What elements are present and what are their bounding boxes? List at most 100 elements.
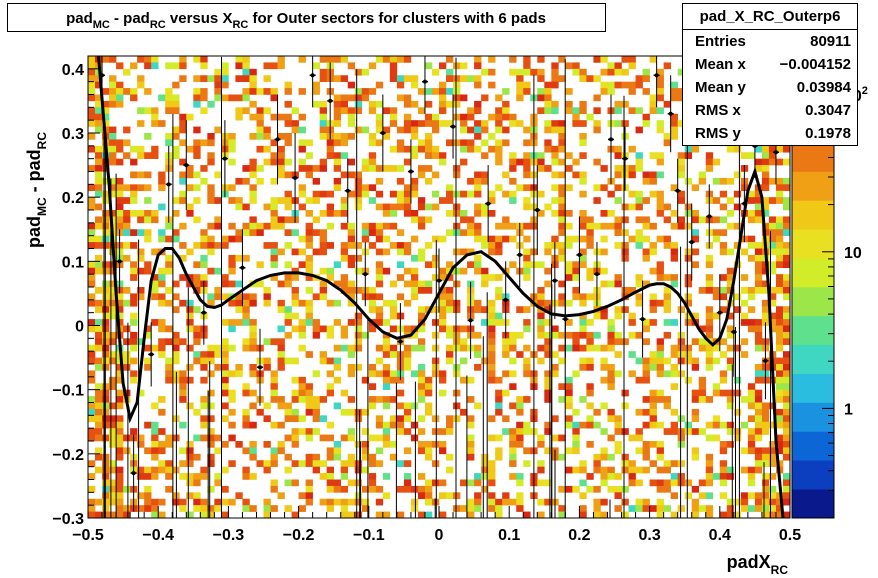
heatmap-cell [516,158,524,166]
heatmap-cell [396,421,405,429]
heatmap-cell [523,357,531,365]
heatmap-cell [410,126,419,134]
heatmap-cell [614,62,622,70]
heatmap-cell [649,351,657,358]
heatmap-cell [312,453,320,461]
heatmap-cell [263,415,271,423]
heatmap-cell [523,396,531,403]
heatmap-cell [109,498,117,506]
heatmap-cell [474,203,482,211]
heatmap-cell [396,293,405,301]
heatmap-cell [389,62,398,70]
heatmap-cell [424,177,433,185]
heatmap-cell [193,94,201,102]
heatmap-cell [403,190,412,198]
heatmap-cell [509,460,517,467]
heatmap-cell [544,383,552,390]
heatmap-cell [726,274,735,281]
heatmap-cell [453,505,461,512]
heatmap-cell [158,184,166,192]
heatmap-cell [109,415,117,423]
heatmap-cell [326,274,334,281]
heatmap-cell [305,319,313,326]
heatmap-cell [88,242,96,249]
heatmap-cell [474,229,482,236]
heatmap-cell [523,325,531,333]
heatmap-cell [368,100,377,108]
heatmap-cell [614,370,622,378]
heatmap-cell [354,364,363,371]
heatmap-cell [417,447,426,455]
heatmap-cell [158,120,166,127]
heatmap-cell [495,312,503,320]
heatmap-cell [544,351,552,358]
heatmap-cell [649,505,657,512]
heatmap-cell [305,152,313,159]
heatmap-cell [312,177,320,185]
heatmap-cell [354,203,363,211]
heatmap-cell [509,165,517,172]
heatmap-cell [691,408,700,416]
heatmap-cell [347,344,356,352]
heatmap-cell [754,466,763,474]
heatmap-cell [782,370,791,378]
heatmap-cell [354,460,363,467]
heatmap-cell [642,280,650,288]
heatmap-cell [516,120,524,127]
heatmap-cell [481,120,489,127]
heatmap-cell [481,210,489,217]
heatmap-cell [417,485,426,493]
heatmap-cell [572,120,580,127]
heatmap-cell [263,107,271,115]
heatmap-cell [326,370,334,378]
heatmap-cell [242,312,250,320]
heatmap-cell [417,216,426,224]
heatmap-cell [460,139,468,147]
heatmap-cell [642,364,650,371]
heatmap-cell [537,357,545,365]
heatmap-cell [572,331,580,339]
heatmap-cell [530,68,538,76]
heatmap-cell [116,434,124,442]
heatmap-cell [396,203,405,211]
heatmap-cell [200,235,208,243]
heatmap-cell [88,184,96,192]
heatmap-cell [670,479,678,487]
heatmap-cell [179,460,187,467]
heatmap-cell [291,293,299,301]
heatmap-cell [95,216,103,224]
heatmap-cell [382,396,391,403]
heatmap-cell [319,75,327,82]
heatmap-cell [453,190,461,198]
heatmap-cell [628,505,636,512]
heatmap-cell [621,203,629,211]
heatmap-cell [754,331,763,339]
heatmap-cell [719,511,728,519]
heatmap-cell [467,447,475,455]
heatmap-cell [642,68,650,76]
heatmap-cell [186,325,194,333]
heatmap-cell [200,511,208,519]
heatmap-cell [579,133,587,140]
heatmap-cell [207,267,215,275]
heatmap-cell [326,357,334,365]
heatmap-cell [200,56,208,63]
heatmap-cell [628,107,636,115]
heatmap-cell [396,460,405,467]
heatmap-cell [705,165,714,172]
heatmap-cell [95,242,103,249]
heatmap-cell [467,415,475,423]
heatmap-cell [712,383,721,390]
heatmap-cell [670,242,678,249]
heatmap-cell [235,203,243,211]
heatmap-cell [424,216,433,224]
heatmap-cell [431,460,440,467]
heatmap-cell [754,421,763,429]
heatmap-cell [214,505,222,512]
heatmap-cell [579,177,587,185]
heatmap-cell [670,351,678,358]
heatmap-cell [446,357,454,365]
heatmap-cell [579,460,587,467]
heatmap-cell [509,441,517,448]
heatmap-cell [95,261,103,269]
